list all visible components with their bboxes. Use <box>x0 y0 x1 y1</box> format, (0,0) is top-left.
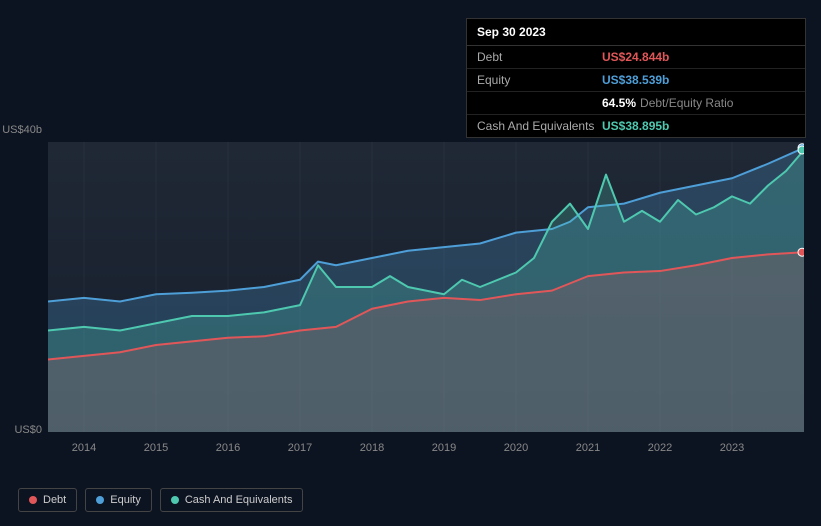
tooltip-row: 64.5%Debt/Equity Ratio <box>467 92 805 115</box>
plot-region[interactable] <box>48 142 804 432</box>
x-axis-label: 2018 <box>360 442 384 454</box>
x-axis-label: 2019 <box>432 442 456 454</box>
tooltip-row: DebtUS$24.844b <box>467 46 805 69</box>
legend-dot-icon <box>29 496 37 504</box>
legend-item-equity[interactable]: Equity <box>85 488 152 512</box>
tooltip-row-value: 64.5%Debt/Equity Ratio <box>602 96 733 110</box>
x-axis-label: 2023 <box>720 442 744 454</box>
x-axis-label: 2021 <box>576 442 600 454</box>
legend-label: Cash And Equivalents <box>185 494 293 506</box>
tooltip-row-value: US$24.844b <box>602 50 669 64</box>
legend-dot-icon <box>96 496 104 504</box>
x-axis-label: 2020 <box>504 442 528 454</box>
y-axis-label-max: US$40b <box>0 124 42 136</box>
tooltip-row-label <box>477 96 602 110</box>
x-axis-label: 2014 <box>72 442 96 454</box>
tooltip-row-extra: Debt/Equity Ratio <box>640 96 733 110</box>
legend-label: Equity <box>110 494 141 506</box>
tooltip-row: EquityUS$38.539b <box>467 69 805 92</box>
plot-svg <box>48 142 804 432</box>
tooltip-row-value: US$38.539b <box>602 73 669 87</box>
chart-container: Sep 30 2023 DebtUS$24.844bEquityUS$38.53… <box>0 0 821 526</box>
tooltip-row-label: Equity <box>477 73 602 87</box>
x-axis-label: 2016 <box>216 442 240 454</box>
legend-item-debt[interactable]: Debt <box>18 488 77 512</box>
legend-dot-icon <box>171 496 179 504</box>
x-axis-label: 2022 <box>648 442 672 454</box>
chart-area: US$40b US$0 2014201520162017201820192020… <box>18 120 808 480</box>
legend: Debt Equity Cash And Equivalents <box>18 488 303 512</box>
tooltip-date: Sep 30 2023 <box>467 19 805 46</box>
x-axis-label: 2017 <box>288 442 312 454</box>
legend-label: Debt <box>43 494 66 506</box>
legend-item-cash-and-equivalents[interactable]: Cash And Equivalents <box>160 488 304 512</box>
tooltip-row-label: Debt <box>477 50 602 64</box>
x-axis-label: 2015 <box>144 442 168 454</box>
y-axis-label-min: US$0 <box>0 424 42 436</box>
